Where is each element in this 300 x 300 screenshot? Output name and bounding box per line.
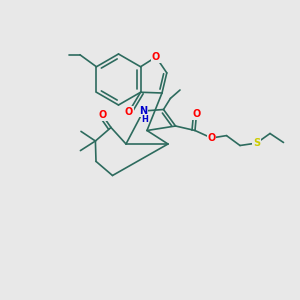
Text: H: H [142, 115, 148, 124]
Text: O: O [192, 109, 201, 119]
Text: O: O [125, 106, 133, 117]
Text: N: N [139, 106, 148, 116]
Text: O: O [98, 110, 107, 121]
Text: O: O [152, 52, 160, 62]
Text: O: O [207, 133, 216, 143]
Text: S: S [253, 138, 260, 148]
